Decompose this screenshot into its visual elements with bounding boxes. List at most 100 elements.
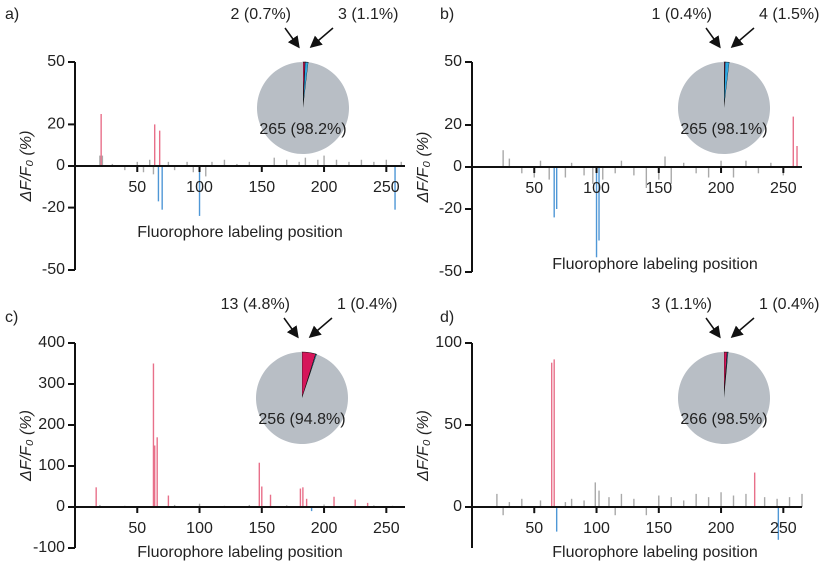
y-tick-label: 50	[444, 416, 462, 433]
bar	[570, 162, 573, 167]
bar	[136, 161, 138, 166]
x-tick-label: 250	[770, 520, 797, 537]
bar	[152, 363, 155, 507]
y-tick-label: 400	[38, 334, 65, 351]
pie-slice	[723, 351, 729, 399]
pie-label: 256 (94.8%)	[258, 411, 345, 428]
bar	[153, 445, 156, 507]
arrow	[730, 317, 755, 338]
bar	[299, 488, 302, 507]
bar	[285, 159, 288, 166]
bar	[583, 167, 585, 176]
bar	[620, 493, 623, 507]
bar	[792, 116, 794, 167]
x-tick-label: 200	[708, 520, 735, 537]
y-tick-label: -20	[439, 200, 462, 217]
arrow	[308, 317, 333, 338]
y-axis-label: ΔF/F₀ (%)	[415, 132, 432, 204]
bar	[670, 167, 672, 184]
bar	[539, 160, 542, 167]
bar	[394, 166, 396, 210]
x-axis-label: Fluorophore labeling position	[137, 544, 342, 561]
arrow	[284, 27, 300, 49]
bar	[757, 167, 760, 174]
panel-label: b)	[440, 6, 454, 23]
arrow	[705, 317, 721, 339]
arrow	[309, 27, 334, 48]
x-tick-label: 150	[248, 179, 275, 196]
bar	[645, 167, 648, 188]
bar	[664, 156, 666, 167]
pie-slice	[302, 61, 309, 109]
panel-label: d)	[440, 309, 454, 326]
bar	[317, 159, 319, 166]
bar	[142, 166, 145, 173]
y-tick-label: 100	[435, 334, 462, 351]
panel-label: a)	[5, 6, 19, 23]
x-tick-label: 50	[128, 520, 146, 537]
x-tick-label: 250	[373, 520, 400, 537]
bar	[156, 437, 158, 507]
bar	[658, 495, 660, 507]
pie-label: 1 (0.4%)	[759, 296, 819, 313]
bar	[167, 495, 170, 507]
x-axis-label: Fluorophore labeling position	[552, 544, 757, 561]
x-tick-label: 100	[583, 180, 610, 197]
y-tick-label: -100	[33, 539, 65, 556]
bar	[555, 167, 558, 209]
bar	[720, 160, 722, 167]
bar	[100, 114, 102, 166]
bar	[620, 160, 623, 167]
bar	[248, 161, 251, 166]
bar	[658, 167, 660, 180]
bar	[354, 499, 356, 507]
pie-slice	[257, 62, 350, 155]
bar	[777, 507, 780, 540]
bar	[153, 124, 156, 166]
bar	[594, 482, 596, 507]
bar	[553, 359, 555, 507]
bar	[211, 161, 213, 166]
x-axis-label: Fluorophore labeling position	[552, 256, 757, 273]
y-axis-label: ΔF/F₀ (%)	[18, 131, 35, 203]
bar	[502, 507, 504, 516]
bar	[323, 504, 325, 507]
pie-slice	[301, 353, 318, 399]
x-tick-label: 50	[128, 179, 146, 196]
bar	[173, 504, 176, 507]
x-tick-label: 150	[645, 180, 672, 197]
bar	[261, 486, 263, 507]
x-axis-label: Fluorophore labeling position	[137, 224, 342, 241]
bar	[548, 167, 550, 180]
arrow	[730, 27, 755, 48]
bar	[111, 163, 114, 166]
y-tick-label: 0	[453, 158, 462, 175]
pie-label: 265 (98.1%)	[680, 121, 767, 138]
pie-label: 4 (1.5%)	[759, 6, 819, 23]
y-tick-label: 200	[38, 416, 65, 433]
x-tick-label: 250	[373, 179, 400, 196]
bar	[633, 498, 635, 507]
bar	[583, 500, 585, 507]
bar	[99, 504, 101, 507]
pie-label: 1 (0.4%)	[337, 296, 397, 313]
y-tick-label: 300	[38, 375, 65, 392]
x-tick-label: 150	[248, 520, 275, 537]
bar	[348, 161, 350, 166]
x-tick-label: 200	[708, 180, 735, 197]
bar	[695, 167, 697, 174]
bar	[149, 159, 151, 166]
bar	[236, 163, 238, 166]
bar	[158, 130, 161, 166]
bar	[645, 507, 648, 516]
x-tick-label: 250	[770, 180, 797, 197]
bar	[248, 504, 251, 507]
bar	[186, 161, 188, 166]
bar	[400, 161, 402, 166]
bar	[269, 494, 272, 507]
bar	[157, 166, 160, 202]
bar	[707, 167, 710, 178]
bar	[555, 507, 558, 532]
bar	[753, 472, 756, 507]
